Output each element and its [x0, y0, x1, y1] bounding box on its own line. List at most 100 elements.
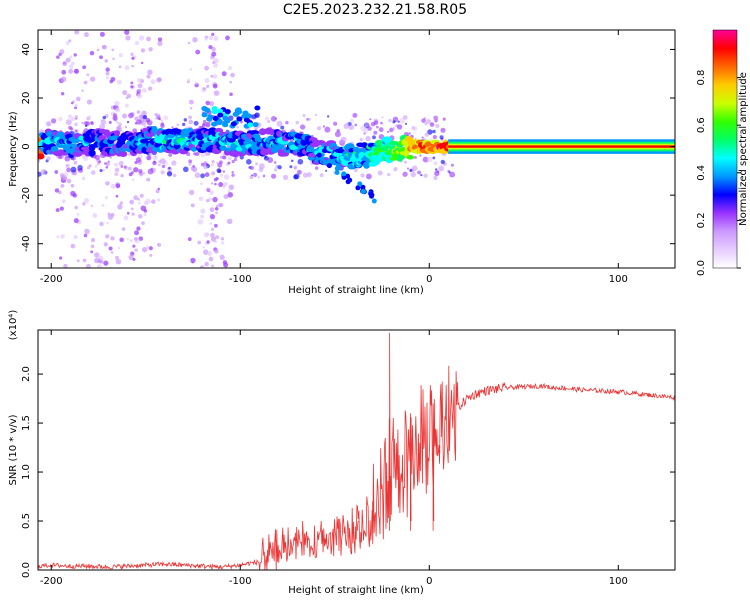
- spectrogram-cell: [360, 188, 366, 194]
- spectrogram-noise-cell: [83, 156, 89, 162]
- snr-y-tick-label: 0.0: [21, 562, 32, 578]
- spectrogram-noise-cell: [360, 173, 365, 178]
- spectrogram-noise-cell: [141, 88, 147, 93]
- spectrogram-noise-cell: [115, 255, 119, 260]
- spectrogram-noise-cell: [393, 167, 398, 172]
- spectrogram-noise-cell: [213, 63, 218, 68]
- spectrogram-noise-cell: [58, 155, 63, 160]
- spectrogram-noise-cell: [206, 84, 210, 89]
- spectrogram-noise-cell: [212, 196, 218, 203]
- spectrogram-noise-cell: [81, 176, 86, 181]
- spectrogram-frame: [37, 29, 676, 269]
- spectrogram-noise-cell: [105, 67, 110, 72]
- spectrogram-noise-cell: [210, 236, 217, 242]
- spectrogram-noise-cell: [126, 93, 132, 99]
- spectrogram-noise-cell: [262, 174, 266, 178]
- spectrogram-noise-cell: [190, 203, 195, 208]
- spectrogram-noise-cell: [143, 213, 147, 217]
- spectrogram-noise-cell: [276, 120, 283, 127]
- spectrogram-noise-cell: [142, 172, 146, 175]
- spectrogram-noise-cell: [274, 117, 277, 120]
- snr-y-tick-label: 0.5: [21, 513, 32, 529]
- spectrogram-cell: [201, 112, 208, 118]
- spectrogram-noise-cell: [139, 193, 144, 198]
- spectrogram-noise-cell: [132, 128, 138, 134]
- spectrogram-cell: [281, 151, 290, 157]
- snr-x-tick-label: 0: [426, 576, 432, 587]
- spectrogram-noise-cell: [182, 122, 186, 127]
- spectrogram-noise-cell: [157, 40, 163, 47]
- spectrogram-noise-cell: [99, 168, 103, 173]
- spectrogram-noise-cell: [136, 93, 143, 99]
- spectrogram-noise-cell: [60, 234, 65, 239]
- spectrogram-noise-cell: [403, 160, 408, 164]
- spectrogram-noise-cell: [297, 158, 304, 165]
- spectrogram-noise-cell: [103, 242, 108, 247]
- spectrogram-cell: [406, 155, 415, 160]
- spectrogram-cell: [371, 198, 377, 204]
- spectrogram-y-tick-label: -20: [21, 187, 32, 203]
- spectrogram-noise-cell: [114, 162, 119, 167]
- spectrogram-noise-cell: [227, 189, 231, 193]
- spectrogram-cell: [244, 138, 252, 145]
- spectrogram-noise-cell: [434, 170, 440, 177]
- spectrogram-noise-cell: [377, 170, 383, 176]
- snr-x-tick-label: -100: [229, 576, 252, 587]
- spectrogram-noise-cell: [138, 169, 143, 174]
- spectrogram-noise-cell: [86, 99, 92, 105]
- spectrogram-noise-cell: [414, 137, 417, 140]
- spectrogram-noise-cell: [221, 71, 227, 77]
- spectrogram-noise-cell: [440, 127, 446, 133]
- spectrogram-noise-cell: [66, 178, 72, 184]
- spectrogram-x-tick-label: 0: [426, 274, 432, 285]
- spectrogram-noise-cell: [228, 66, 233, 71]
- spectrogram-noise-cell: [187, 41, 191, 45]
- colorbar-tick-label: 0.8: [696, 70, 707, 86]
- spectrogram-noise-cell: [102, 44, 107, 50]
- spectrogram-cell: [219, 145, 227, 151]
- spectrogram-noise-cell: [423, 173, 428, 178]
- spectrogram-noise-cell: [211, 160, 215, 163]
- spectrogram-noise-cell: [99, 123, 106, 130]
- spectrogram-noise-cell: [59, 49, 65, 55]
- spectrogram-noise-cell: [74, 30, 80, 35]
- spectrogram-noise-cell: [86, 73, 90, 77]
- spectrogram-noise-cell: [206, 251, 213, 257]
- spectrogram-noise-cell: [138, 214, 143, 219]
- colorbar-tick-label: 0.2: [696, 212, 707, 228]
- spectrogram-noise-cell: [70, 166, 77, 173]
- spectrogram-noise-cell: [63, 263, 68, 268]
- spectrogram-noise-cell: [211, 51, 217, 57]
- spectrogram-noise-cell: [333, 121, 338, 126]
- spectrogram-noise-cell: [424, 122, 428, 126]
- spectrogram-cell: [326, 163, 332, 169]
- spectrogram-noise-cell: [210, 182, 214, 185]
- spectrogram-noise-cell: [83, 233, 88, 238]
- spectrogram-noise-cell: [217, 203, 223, 208]
- spectrogram-noise-cell: [203, 164, 208, 170]
- spectrogram-noise-cell: [218, 182, 224, 188]
- spectrogram-noise-cell: [334, 131, 341, 138]
- spectrogram-noise-cell: [409, 168, 413, 172]
- spectrogram-noise-cell: [211, 32, 215, 36]
- spectrogram-noise-cell: [433, 116, 439, 122]
- spectrogram-noise-cell: [435, 123, 440, 128]
- spectrogram-x-tick-label: -200: [40, 274, 63, 285]
- spectrogram-noise-cell: [75, 129, 78, 133]
- spectrogram-noise-cell: [152, 155, 158, 161]
- spectrogram-noise-cell: [187, 78, 191, 82]
- spectrogram-noise-cell: [419, 154, 422, 157]
- spectrogram-noise-cell: [59, 256, 63, 260]
- spectrogram-noise-cell: [319, 173, 324, 178]
- spectrogram-noise-cell: [209, 213, 216, 220]
- spectrogram-noise-cell: [187, 237, 192, 242]
- spectrogram-noise-cell: [65, 119, 72, 126]
- spectrogram-noise-cell: [121, 227, 126, 231]
- spectrogram-noise-cell: [117, 246, 121, 250]
- spectrogram-noise-cell: [432, 134, 437, 140]
- spectrogram-cell: [56, 131, 66, 138]
- spectrogram-noise-cell: [99, 31, 105, 37]
- spectrogram-band: [448, 145, 675, 148]
- spectrogram-noise-cell: [189, 106, 193, 110]
- spectrogram-noise-cell: [110, 183, 116, 189]
